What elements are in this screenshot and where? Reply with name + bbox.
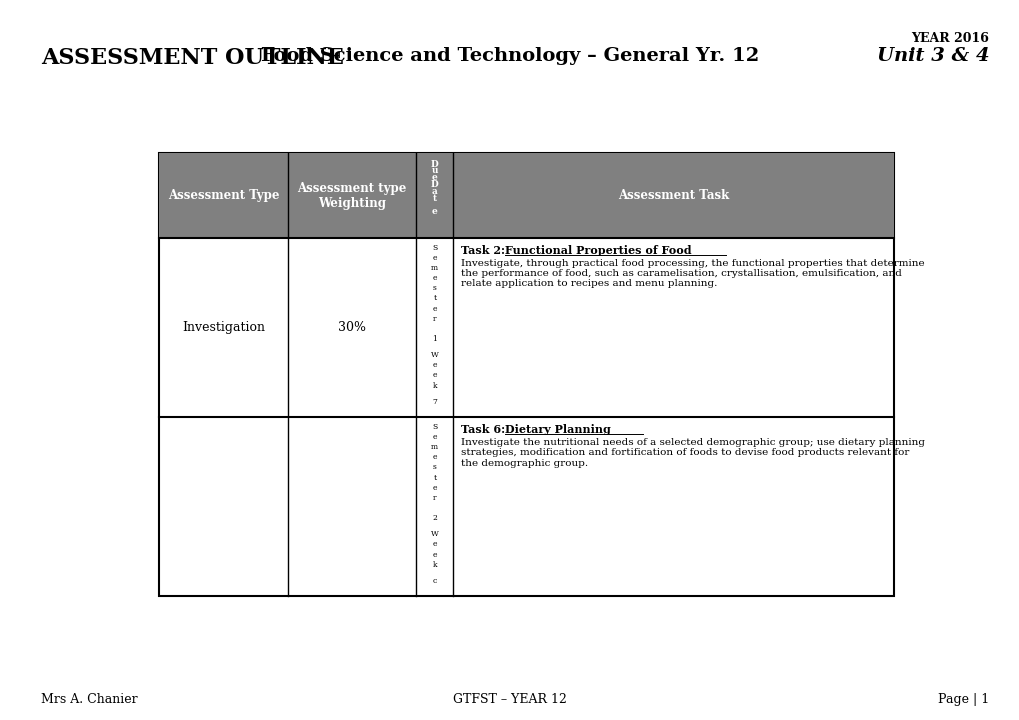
Text: m: m: [431, 264, 438, 272]
Text: S: S: [432, 243, 437, 252]
Text: Food Science and Technology – General Yr. 12: Food Science and Technology – General Yr…: [261, 47, 758, 65]
Text: ASSESSMENT OUTLINE: ASSESSMENT OUTLINE: [41, 47, 343, 69]
Text: e: e: [432, 305, 436, 312]
Text: Assessment Type: Assessment Type: [167, 189, 279, 202]
Text: YEAR 2016: YEAR 2016: [911, 32, 988, 45]
Text: e: e: [432, 361, 436, 369]
Text: e: e: [432, 254, 436, 262]
Text: Assessment type
Weighting: Assessment type Weighting: [298, 181, 407, 210]
Text: Task 2:: Task 2:: [461, 245, 508, 256]
Text: e: e: [432, 433, 436, 441]
Text: W: W: [430, 351, 438, 359]
Text: a: a: [431, 186, 437, 196]
Text: Investigate the nutritional needs of a selected demographic group; use dietary p: Investigate the nutritional needs of a s…: [461, 438, 924, 467]
Text: m: m: [431, 443, 438, 451]
Text: t: t: [432, 194, 436, 202]
Text: e: e: [432, 454, 436, 462]
Text: e: e: [432, 274, 436, 282]
Text: k: k: [432, 382, 436, 390]
Text: e: e: [432, 551, 436, 559]
Text: Dietary Planning: Dietary Planning: [504, 424, 609, 435]
Text: e: e: [432, 372, 436, 379]
Text: k: k: [432, 561, 436, 569]
Bar: [159, 153, 894, 238]
Text: D: D: [430, 160, 438, 168]
Text: u: u: [431, 166, 437, 176]
Text: Assessment Task: Assessment Task: [618, 189, 729, 202]
Text: Investigation: Investigation: [181, 321, 265, 334]
Text: s: s: [432, 464, 436, 472]
Text: r: r: [433, 494, 436, 502]
Text: s: s: [432, 284, 436, 292]
Text: Unit 3 & 4: Unit 3 & 4: [876, 47, 988, 65]
Text: 2: 2: [432, 514, 437, 522]
Text: e: e: [431, 174, 437, 182]
Text: W: W: [430, 531, 438, 539]
Text: e: e: [432, 541, 436, 549]
Text: r: r: [433, 315, 436, 323]
Text: Investigate, through practical food processing, the functional properties that d: Investigate, through practical food proc…: [461, 258, 924, 289]
Text: S: S: [432, 423, 437, 431]
Text: Mrs A. Chanier: Mrs A. Chanier: [41, 693, 138, 706]
Text: e: e: [432, 484, 436, 492]
Text: Task 6:: Task 6:: [461, 424, 508, 435]
Text: t: t: [433, 474, 436, 482]
Text: e: e: [431, 207, 437, 216]
Text: Functional Properties of Food: Functional Properties of Food: [504, 245, 691, 256]
Text: c: c: [432, 577, 436, 585]
Text: 7: 7: [432, 397, 437, 406]
Text: D: D: [430, 180, 438, 189]
Text: 1: 1: [432, 335, 437, 343]
Text: 30%: 30%: [337, 321, 366, 334]
Bar: [159, 153, 894, 596]
Text: t: t: [433, 294, 436, 302]
Text: GTFST – YEAR 12: GTFST – YEAR 12: [452, 693, 567, 706]
Text: Page | 1: Page | 1: [937, 693, 988, 706]
